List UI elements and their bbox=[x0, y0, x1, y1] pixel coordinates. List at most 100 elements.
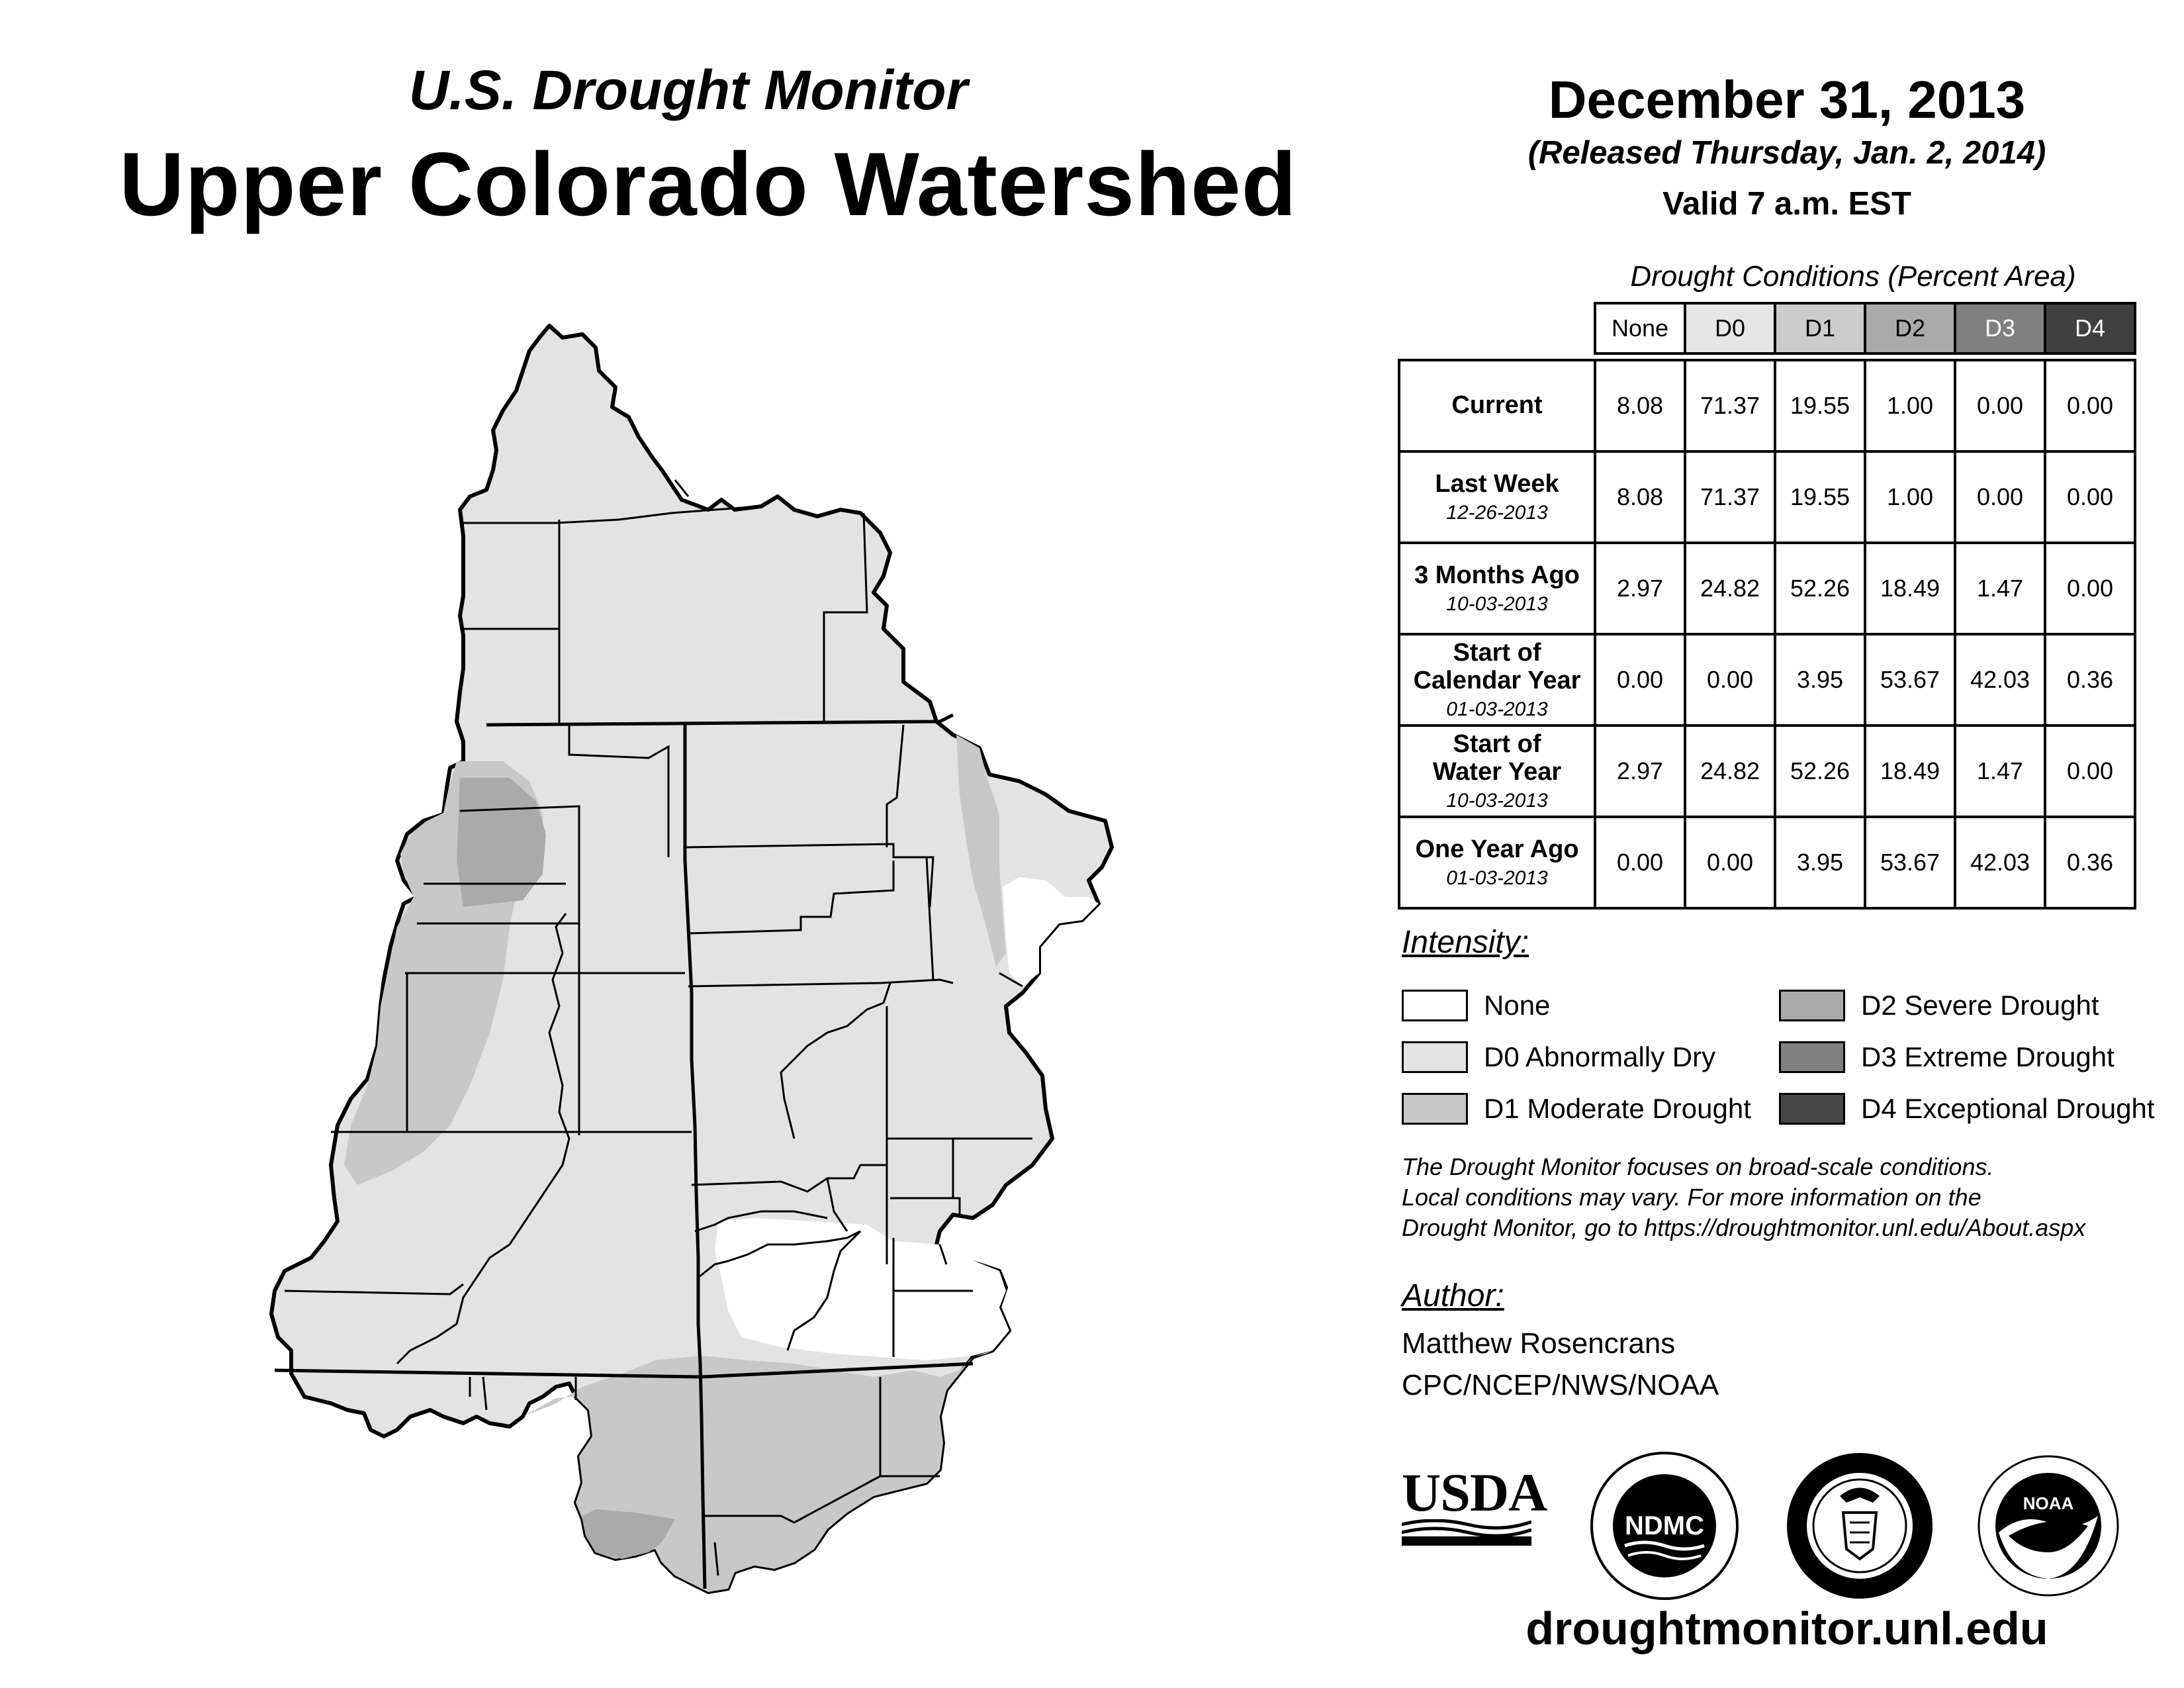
table-cell: 52.26 bbox=[1774, 724, 1866, 818]
table-cell: 1.47 bbox=[1954, 541, 2046, 635]
disclaimer: The Drought Monitor focuses on broad-sca… bbox=[1402, 1152, 2163, 1243]
row-label: Last Week 12-26-2013 bbox=[1398, 450, 1596, 544]
table-cell: 19.55 bbox=[1774, 450, 1866, 544]
legend-heading: Intensity: bbox=[1402, 925, 1529, 960]
disclaimer-line: The Drought Monitor focuses on broad-sca… bbox=[1402, 1153, 1994, 1180]
table-row: Start of Water Year 10-03-2013 2.97 24.82 52.… bbox=[1398, 724, 2136, 818]
table-cell: 0.00 bbox=[2044, 450, 2136, 544]
noaa-seal-text: NOAA bbox=[2023, 1493, 2074, 1513]
table-cell: 2.97 bbox=[1594, 541, 1686, 635]
table-cell: 0.00 bbox=[1594, 633, 1686, 727]
row-date: 01-03-2013 bbox=[1446, 698, 1548, 721]
no-drought-area-east bbox=[1003, 877, 1099, 986]
table-cell: 0.36 bbox=[2044, 633, 2136, 727]
table-cell: 71.37 bbox=[1684, 450, 1776, 544]
table-cell: 8.08 bbox=[1594, 359, 1686, 453]
row-label: 3 Months Ago 10-03-2013 bbox=[1398, 541, 1596, 635]
table-cell: 0.00 bbox=[1954, 450, 2046, 544]
table-cell: 3.95 bbox=[1774, 633, 1866, 727]
commerce-seal bbox=[1787, 1453, 1933, 1599]
table-cell: 8.08 bbox=[1594, 450, 1686, 544]
table-cell: 24.82 bbox=[1684, 724, 1776, 818]
row-date: 12-26-2013 bbox=[1446, 502, 1548, 524]
row-date: 10-03-2013 bbox=[1446, 593, 1548, 616]
row-label-line: Current bbox=[1451, 391, 1543, 420]
d2-area-south bbox=[582, 1509, 675, 1559]
table-cell: 0.00 bbox=[1594, 816, 1686, 910]
table-cell: 0.00 bbox=[2044, 359, 2136, 453]
author-name: Matthew Rosencrans bbox=[1402, 1327, 1676, 1360]
legend-label: D4 Exceptional Drought bbox=[1861, 1093, 2155, 1124]
legend-label: D1 Moderate Drought bbox=[1484, 1093, 1751, 1124]
table-cell: 18.49 bbox=[1864, 724, 1956, 818]
disclaimer-line: Local conditions may vary. For more info… bbox=[1402, 1184, 1981, 1211]
table-row: One Year Ago 01-03-2013 0.00 0.00 3.95 53.67 4… bbox=[1398, 816, 2136, 910]
table-cell: 53.67 bbox=[1864, 633, 1956, 727]
column-header: D4 bbox=[2044, 302, 2136, 355]
map-subtitle: U.S. Drought Monitor bbox=[408, 59, 968, 121]
row-label: Start of Water Year 10-03-2013 bbox=[1398, 724, 1596, 818]
watershed-map bbox=[269, 324, 1114, 1594]
table-cell: 24.82 bbox=[1684, 541, 1776, 635]
table-cell: 3.95 bbox=[1774, 816, 1866, 910]
legend-label: D0 Abnormally Dry bbox=[1484, 1041, 1716, 1072]
column-header: D3 bbox=[1954, 302, 2046, 355]
legend-label: D3 Extreme Drought bbox=[1861, 1041, 2115, 1072]
table-cell: 19.55 bbox=[1774, 359, 1866, 453]
column-header: D1 bbox=[1774, 302, 1866, 355]
table-cell: 1.00 bbox=[1864, 359, 1956, 453]
table-cell: 53.67 bbox=[1864, 816, 1956, 910]
column-header: D2 bbox=[1864, 302, 1956, 355]
website-url[interactable]: droughtmonitor.unl.edu bbox=[1525, 1603, 2048, 1654]
column-header: D0 bbox=[1684, 302, 1776, 355]
valid-time: Valid 7 a.m. EST bbox=[1662, 186, 1911, 222]
row-label-line: Last Week bbox=[1435, 469, 1559, 498]
row-label-line: Start of bbox=[1453, 729, 1541, 758]
valid-date: December 31, 2013 bbox=[1548, 70, 2026, 129]
release-date: (Released Thursday, Jan. 2, 2014) bbox=[1527, 135, 2046, 171]
table-cell: 0.00 bbox=[2044, 541, 2136, 635]
legend-swatch bbox=[1402, 1041, 1468, 1073]
row-label-line: One Year Ago bbox=[1415, 835, 1579, 863]
disclaimer-line: Drought Monitor, go to https://droughtmo… bbox=[1402, 1214, 2086, 1241]
row-date: 10-03-2013 bbox=[1446, 790, 1548, 812]
legend-item-d3: D3 Extreme Drought bbox=[1779, 1039, 2115, 1075]
noaa-seal: NOAA bbox=[1978, 1455, 2119, 1597]
ndmc-seal: NDMC bbox=[1590, 1452, 1739, 1600]
table-cell: 52.26 bbox=[1774, 541, 1866, 635]
no-drought-area-south bbox=[715, 1218, 1009, 1360]
legend-item-d2: D2 Severe Drought bbox=[1779, 988, 2099, 1023]
legend-swatch bbox=[1402, 990, 1468, 1021]
table-row: Current 8.08 71.37 19.55 1.00 0.00 0.00 bbox=[1398, 359, 2136, 453]
table-row: Start of Calendar Year 01-03-2013 0.00 0.00 3… bbox=[1398, 633, 2136, 727]
table-corner bbox=[1399, 303, 1595, 353]
table-header-row: None D0 D1 D2 D3 D4 bbox=[1399, 302, 2136, 355]
d1-area-east bbox=[956, 735, 1006, 966]
table-cell: 42.03 bbox=[1954, 816, 2046, 910]
usda-logo-text: USDA bbox=[1402, 1462, 1547, 1523]
table-caption: Drought Conditions (Percent Area) bbox=[1630, 260, 2076, 293]
d1-area-southwest bbox=[523, 1350, 993, 1592]
table-cell: 1.00 bbox=[1864, 450, 1956, 544]
map-title: Upper Colorado Watershed bbox=[119, 134, 1297, 234]
table-cell: 0.36 bbox=[2044, 816, 2136, 910]
legend-item-d0: D0 Abnormally Dry bbox=[1402, 1039, 1715, 1075]
table-cell: 42.03 bbox=[1954, 633, 2046, 727]
table-cell: 1.47 bbox=[1954, 724, 2046, 818]
table-cell: 0.00 bbox=[2044, 724, 2136, 818]
table-row: 3 Months Ago 10-03-2013 2.97 24.82 52.26 18.4… bbox=[1398, 541, 2136, 635]
column-header: None bbox=[1594, 302, 1686, 355]
row-label: Current bbox=[1398, 359, 1596, 453]
legend-swatch bbox=[1779, 1041, 1845, 1073]
table-cell: 2.97 bbox=[1594, 724, 1686, 818]
row-label-line: 3 Months Ago bbox=[1414, 561, 1580, 589]
table-row: Last Week 12-26-2013 8.08 71.37 19.55 1.00 0.0… bbox=[1398, 450, 2136, 544]
legend-item-none: None bbox=[1402, 988, 1550, 1023]
table-cell: 0.00 bbox=[1954, 359, 2046, 453]
legend-item-d4: D4 Exceptional Drought bbox=[1779, 1091, 2155, 1127]
author-organization: CPC/NCEP/NWS/NOAA bbox=[1402, 1369, 1719, 1401]
legend-label: D2 Severe Drought bbox=[1861, 990, 2099, 1021]
table-cell: 18.49 bbox=[1864, 541, 1956, 635]
legend-swatch bbox=[1779, 990, 1845, 1021]
drought-conditions-table: None D0 D1 D2 D3 D4 Current 8.08 71.37 19.5… bbox=[1398, 302, 2136, 910]
